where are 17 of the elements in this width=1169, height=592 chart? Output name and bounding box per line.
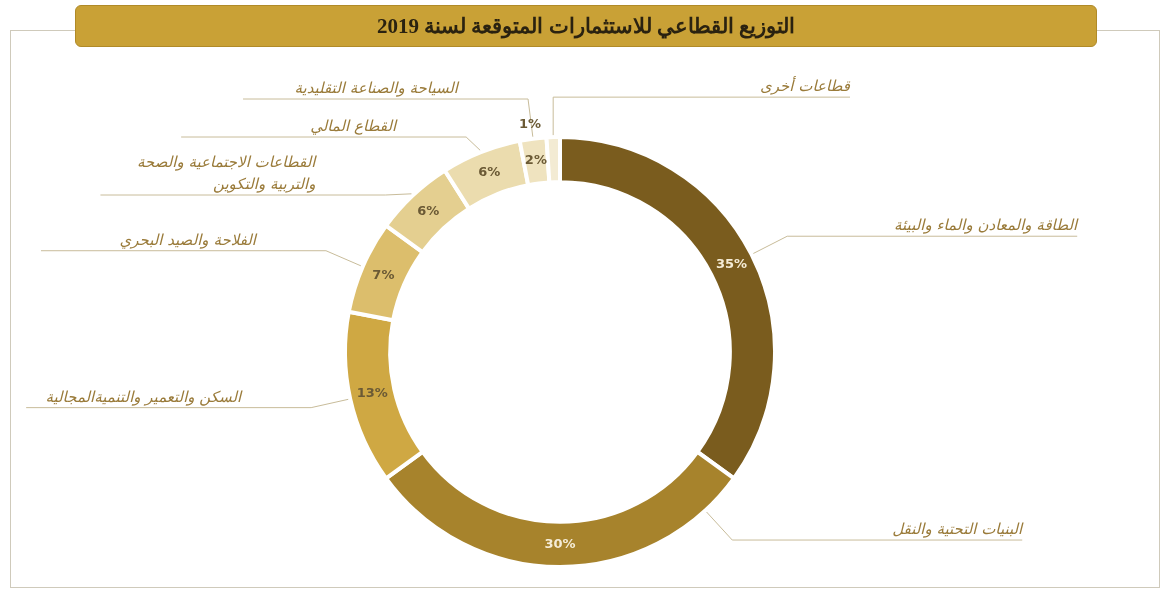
data-label: 6% xyxy=(417,203,440,219)
data-label: 35% xyxy=(715,256,748,272)
slice-label: الفلاحة والصيد البحري xyxy=(119,230,258,249)
slice-label: القطاعات الاجتماعية والصحة والتربية والتكوين xyxy=(137,153,318,194)
data-label: 7% xyxy=(372,266,395,282)
data-label: 30% xyxy=(544,535,576,551)
slice-label: القطاع المالي xyxy=(310,117,398,136)
slice-label: السياحة والصناعة التقليدية xyxy=(294,79,460,98)
slice-label: البنيات التحتية والنقل xyxy=(892,520,1025,539)
data-label: 1% xyxy=(518,116,542,132)
chart-title: التوزيع القطاعي للاستثمارات المتوقعة لسنة 2019 xyxy=(75,5,1097,47)
slice-label: السكن والتعمير والتنميةالمجالية xyxy=(45,387,243,406)
data-label: 6% xyxy=(478,164,501,180)
data-label: 13% xyxy=(356,385,388,401)
slice-label: قطاعات أخرى xyxy=(760,76,851,96)
data-label: 2% xyxy=(524,152,547,168)
slice-label: الطاقة والمعادن والماء والبيئة xyxy=(894,216,1080,235)
